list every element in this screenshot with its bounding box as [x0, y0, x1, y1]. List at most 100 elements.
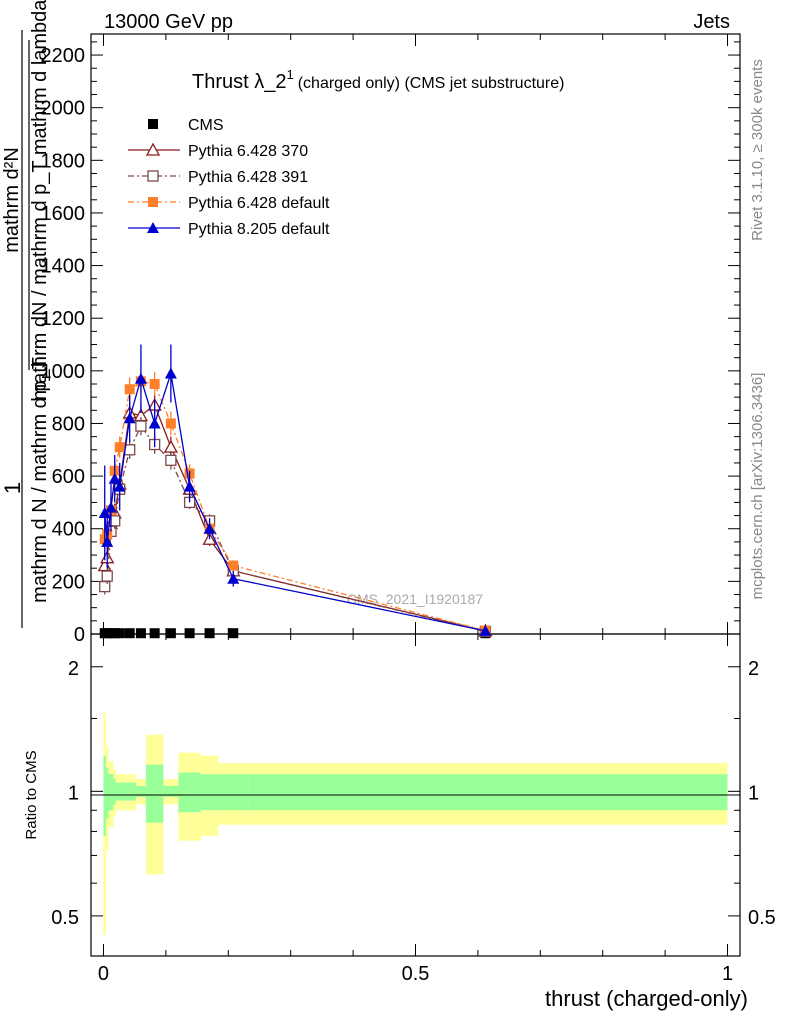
- y-tick-label: 2200: [41, 45, 86, 67]
- ratio-tick-label-right: 2: [748, 658, 759, 680]
- ratio-green-band: [103, 755, 106, 836]
- ratio-green-band: [248, 774, 728, 811]
- ratio-green-band: [135, 786, 146, 797]
- y-label-num: mathrm d²N: [1, 147, 23, 253]
- series-0-point: [204, 628, 215, 639]
- y-tick-label: 0: [74, 624, 85, 646]
- y-tick-label: 1200: [41, 308, 86, 330]
- legend-entry: Pythia 6.428 370: [128, 142, 308, 160]
- series-4: [98, 344, 492, 636]
- series-4-point: [479, 624, 492, 636]
- series-4-point: [104, 501, 117, 513]
- series-1-point: [163, 439, 178, 453]
- series-4-point: [108, 472, 121, 484]
- ratio-green-band: [178, 772, 201, 813]
- legend-point: [148, 197, 158, 207]
- series-4-point: [134, 372, 147, 384]
- main-y-axis: 0 200 400 600 800 1000 1200 1400 1600 1800 2000 220…: [41, 41, 740, 646]
- series-3-point: [124, 384, 135, 395]
- y-label-den-2: mathrm d N / mathrm d p_T: [29, 357, 51, 603]
- energy-label: 13000 GeV pp: [104, 11, 233, 33]
- legend-entry: CMS: [148, 117, 224, 134]
- series-3-point: [149, 379, 160, 389]
- legend-label: Pythia 6.428 default: [188, 195, 330, 212]
- series-4-point: [101, 535, 114, 547]
- main-y-label: 1 mathrm d²N mathrm dN / mathrm d p_T ma…: [0, 0, 51, 628]
- series-4-point: [227, 572, 240, 584]
- series-2-point: [99, 580, 111, 593]
- x-axis-label: thrust (charged-only): [545, 986, 748, 1011]
- ratio-y-axis: 0.5 0.5 1 1 2 2: [51, 658, 776, 929]
- ratio-green-band: [115, 782, 124, 801]
- y-tick-label: 2000: [41, 98, 86, 120]
- ratio-tick-label-right: 1: [748, 782, 759, 804]
- series-2-point: [135, 420, 147, 432]
- series-4-point: [113, 480, 126, 492]
- x-tick-label: 1: [722, 963, 733, 985]
- y-tick-label: 1000: [41, 361, 86, 383]
- y-tick-label: 400: [52, 519, 85, 541]
- y-tick-label: 1600: [41, 203, 86, 225]
- series-0-point: [184, 628, 195, 639]
- mcplots-label: mcplots.cern.ch [arXiv:1306.3436]: [749, 373, 766, 600]
- ratio-tick-label: 1: [68, 782, 79, 804]
- legend-entry: Pythia 6.428 391: [128, 169, 308, 186]
- legend-entry: Pythia 6.428 default: [128, 195, 330, 212]
- analysis-watermark: CMS_2021_I1920187: [347, 591, 483, 607]
- series-0: [99, 628, 491, 639]
- x-tick-label: 0: [98, 963, 109, 985]
- chart-title-main: Thrust λ_2: [192, 71, 286, 93]
- ratio-tick-label: 2: [68, 658, 79, 680]
- ratio-green-band: [145, 764, 164, 823]
- legend-entry: Pythia 8.205 default: [128, 221, 330, 238]
- legend-point: [145, 142, 161, 156]
- chart-title: Thrust λ_21 (charged only) (CMS jet subst…: [192, 67, 564, 93]
- legend-label: Pythia 8.205 default: [188, 221, 330, 238]
- y-label-den-1: mathrm dN / mathrm d p_T mathrm d lambda: [29, 0, 51, 400]
- ratio-green-band: [105, 767, 109, 819]
- x-tick-label: 0.5: [402, 963, 430, 985]
- ratio-green-band: [108, 774, 114, 811]
- ratio-green-band: [113, 779, 116, 805]
- series-4-point: [123, 412, 136, 424]
- series-4-point: [183, 480, 196, 492]
- series-layer: [97, 344, 493, 639]
- y-tick-label: 800: [52, 413, 85, 435]
- series-4-point: [148, 417, 161, 429]
- y-tick-label: 1400: [41, 256, 86, 278]
- x-axis: 0 0.5 1: [98, 34, 733, 985]
- ratio-y-label: Ratio to CMS: [23, 750, 40, 839]
- chart-title-suffix: (charged only) (CMS jet substructure): [298, 75, 565, 92]
- legend-label: Pythia 6.428 370: [188, 143, 308, 160]
- legend-point: [148, 119, 158, 129]
- series-2-point: [165, 454, 177, 466]
- y-tick-label: 1800: [41, 150, 86, 172]
- series-4-point: [98, 506, 111, 518]
- series-2-point: [101, 570, 113, 582]
- y-tick-label: 600: [52, 466, 85, 488]
- series-0-point: [228, 628, 239, 639]
- ratio-green-band: [200, 774, 219, 811]
- legend-label: CMS: [188, 117, 224, 134]
- ratio-green-band: [218, 774, 249, 811]
- series-0-point: [165, 628, 176, 639]
- series-4-point: [203, 522, 216, 534]
- series-0-point: [124, 628, 135, 639]
- ratio-tick-label: 0.5: [51, 907, 79, 929]
- series-0-point: [149, 628, 160, 639]
- series-0-point: [135, 628, 146, 639]
- series-3-point: [114, 442, 125, 453]
- ratio-green-band: [163, 786, 179, 797]
- y-label-one: 1: [0, 482, 25, 494]
- ratio-green-band: [123, 782, 136, 801]
- series-3-point: [228, 560, 239, 571]
- jets-label: Jets: [693, 11, 730, 33]
- y-tick-label: 200: [52, 571, 85, 593]
- legend-point: [147, 222, 159, 233]
- legend-point: [147, 170, 159, 182]
- series-0-point: [114, 628, 125, 639]
- chart-title-sup: 1: [286, 67, 293, 82]
- legend-label: Pythia 6.428 391: [188, 169, 308, 186]
- ratio-bands: [103, 712, 728, 935]
- legend: CMS Pythia 6.428 370 Pythia 6.428 391 Pythi…: [128, 117, 330, 238]
